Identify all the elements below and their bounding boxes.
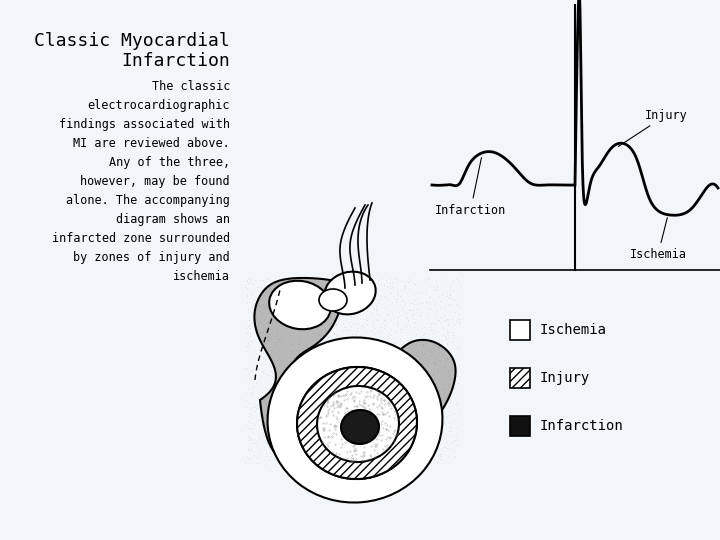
Ellipse shape [269,281,330,329]
Bar [510,416,530,436]
Bar [510,368,530,388]
Ellipse shape [324,272,376,314]
Text: Infarction: Infarction [121,52,230,70]
Text: The classic
electrocardiographic
findings associated with
MI are reviewed above.: The classic electrocardiographic finding… [52,80,230,283]
Text: Infarction: Infarction [435,158,506,217]
Text: Ischemia: Ischemia [540,323,607,337]
Text: Classic Myocardial: Classic Myocardial [35,32,230,50]
Text: Infarction: Infarction [540,419,624,433]
Ellipse shape [297,367,417,479]
Text: Injury: Injury [540,371,590,385]
Text: Injury: Injury [618,109,688,146]
Ellipse shape [319,289,347,311]
Bar [510,320,530,340]
Ellipse shape [297,367,417,479]
Polygon shape [254,278,456,460]
Text: Ischemia: Ischemia [629,218,686,261]
Ellipse shape [268,338,443,503]
Ellipse shape [317,386,399,462]
Ellipse shape [341,410,379,444]
